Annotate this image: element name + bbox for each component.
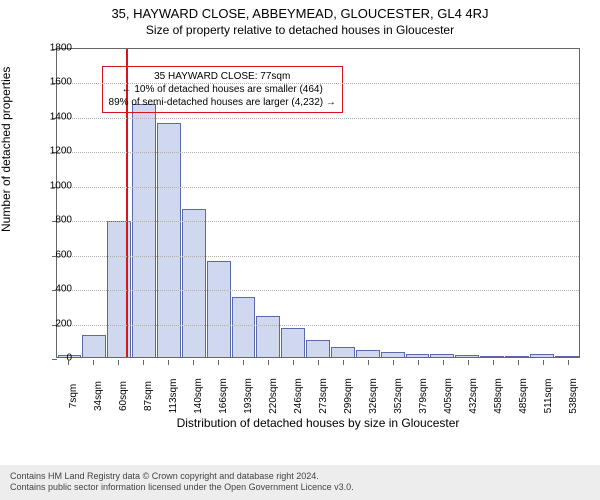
gridline: [57, 325, 579, 326]
annotation-box: 35 HAYWARD CLOSE: 77sqm ← 10% of detache…: [102, 66, 343, 113]
histogram-bar: [306, 340, 330, 357]
histogram-bar: [480, 356, 504, 357]
ytick-label: 600: [32, 249, 72, 260]
xtick-mark: [543, 360, 544, 365]
histogram-bar: [82, 335, 106, 357]
histogram-bar: [455, 355, 479, 357]
xtick-label: 7sqm: [68, 384, 79, 408]
x-axis-label: Distribution of detached houses by size …: [56, 416, 580, 430]
xtick-label: 166sqm: [218, 378, 229, 414]
footer-line: Contains public sector information licen…: [10, 482, 590, 494]
ytick-label: 200: [32, 318, 72, 329]
xtick-label: 60sqm: [118, 381, 129, 411]
histogram-bar: [182, 209, 206, 357]
xtick-label: 87sqm: [143, 381, 154, 411]
xtick-label: 246sqm: [293, 378, 304, 414]
histogram-bar: [157, 123, 181, 357]
xtick-mark: [468, 360, 469, 365]
ytick-label: 1200: [32, 146, 72, 157]
gridline: [57, 152, 579, 153]
footer-line: Contains HM Land Registry data © Crown c…: [10, 471, 590, 483]
histogram-bar: [232, 297, 256, 357]
xtick-mark: [118, 360, 119, 365]
gridline: [57, 83, 579, 84]
xtick-mark: [68, 360, 69, 365]
xtick-label: 432sqm: [468, 378, 479, 414]
xtick-mark: [143, 360, 144, 365]
page-subtitle: Size of property relative to detached ho…: [10, 23, 590, 37]
xtick-mark: [93, 360, 94, 365]
histogram-bar: [555, 356, 579, 357]
ytick-label: 800: [32, 215, 72, 226]
plot-area: 35 HAYWARD CLOSE: 77sqm ← 10% of detache…: [56, 48, 580, 358]
y-axis-label: Number of detached properties: [0, 67, 13, 232]
histogram-bar: [381, 352, 405, 357]
xtick-mark: [368, 360, 369, 365]
ytick-label: 1600: [32, 77, 72, 88]
gridline: [57, 118, 579, 119]
histogram-bar: [331, 347, 355, 357]
histogram-bar: [356, 350, 380, 357]
xtick-label: 458sqm: [493, 378, 504, 414]
ytick-label: 1000: [32, 180, 72, 191]
gridline: [57, 187, 579, 188]
xtick-mark: [318, 360, 319, 365]
histogram-bar: [530, 354, 554, 357]
xtick-label: 140sqm: [193, 378, 204, 414]
footer: Contains HM Land Registry data © Crown c…: [0, 465, 600, 500]
gridline: [57, 256, 579, 257]
xtick-label: 485sqm: [518, 378, 529, 414]
ytick-label: 400: [32, 284, 72, 295]
xtick-label: 405sqm: [443, 378, 454, 414]
xtick-label: 326sqm: [368, 378, 379, 414]
title-block: 35, HAYWARD CLOSE, ABBEYMEAD, GLOUCESTER…: [0, 0, 600, 39]
xtick-mark: [418, 360, 419, 365]
histogram-bar: [406, 354, 430, 357]
xtick-label: 379sqm: [418, 378, 429, 414]
histogram-bar: [132, 104, 156, 357]
gridline: [57, 290, 579, 291]
xtick-mark: [443, 360, 444, 365]
histogram-bar: [256, 316, 280, 357]
xtick-mark: [518, 360, 519, 365]
xtick-mark: [168, 360, 169, 365]
xtick-mark: [568, 360, 569, 365]
x-ticks: 7sqm 34sqm 60sqm 87sqm 113sqm 140sqm 166sqm 193…: [56, 360, 580, 416]
xtick-label: 352sqm: [393, 378, 404, 414]
annotation-line: 35 HAYWARD CLOSE: 77sqm: [109, 70, 336, 83]
xtick-mark: [193, 360, 194, 365]
xtick-mark: [493, 360, 494, 365]
xtick-label: 273sqm: [318, 378, 329, 414]
page-title: 35, HAYWARD CLOSE, ABBEYMEAD, GLOUCESTER…: [10, 6, 590, 21]
xtick-label: 299sqm: [343, 378, 354, 414]
histogram-bar: [505, 356, 529, 357]
ytick-label: 1800: [32, 43, 72, 54]
annotation-line: ← 10% of detached houses are smaller (46…: [109, 83, 336, 96]
xtick-label: 113sqm: [168, 379, 179, 414]
xtick-mark: [343, 360, 344, 365]
xtick-mark: [393, 360, 394, 365]
xtick-label: 34sqm: [93, 381, 104, 411]
xtick-mark: [293, 360, 294, 365]
xtick-label: 511sqm: [543, 379, 554, 414]
xtick-mark: [268, 360, 269, 365]
annotation-line: 89% of semi-detached houses are larger (…: [109, 96, 336, 109]
xtick-label: 538sqm: [568, 378, 579, 414]
xtick-label: 193sqm: [243, 378, 254, 414]
chart: Number of detached properties 35 HAYWARD…: [0, 42, 600, 422]
gridline: [57, 221, 579, 222]
xtick-mark: [243, 360, 244, 365]
xtick-label: 220sqm: [268, 378, 279, 414]
histogram-bar: [281, 328, 305, 357]
histogram-bar: [207, 261, 231, 357]
histogram-bar: [430, 354, 454, 357]
xtick-mark: [218, 360, 219, 365]
ytick-label: 1400: [32, 111, 72, 122]
